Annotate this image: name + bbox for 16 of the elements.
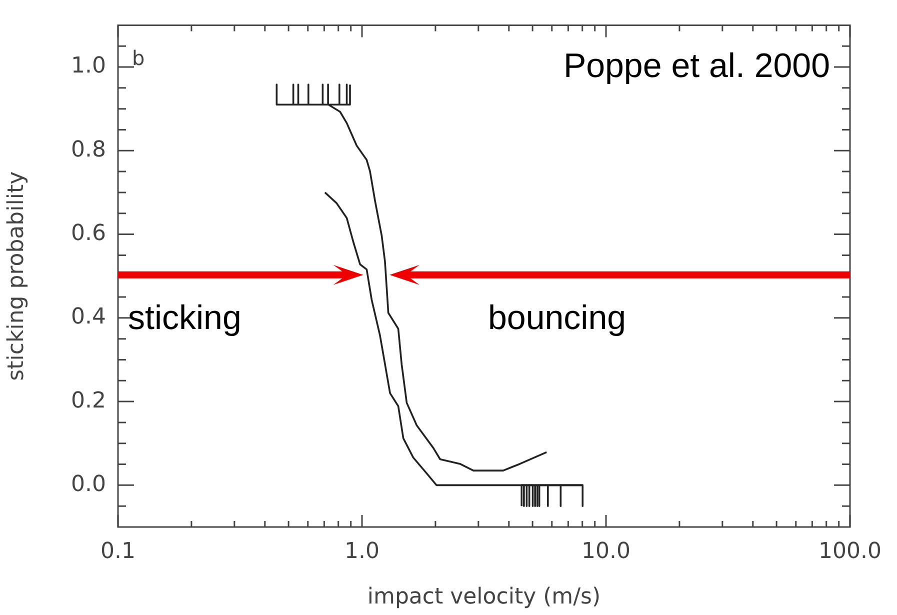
y-tick-label: 0.6 — [71, 221, 106, 246]
x-tick-label: 10.0 — [582, 538, 630, 564]
annotation: sticking — [128, 299, 242, 338]
annotation: bouncing — [488, 299, 626, 338]
y-tick-label: 0.2 — [71, 388, 106, 414]
y-axis-title: sticking probability — [4, 171, 29, 381]
annotation: b — [132, 46, 145, 70]
y-tick-label: 0.0 — [71, 472, 106, 497]
y-tick-label: 0.4 — [71, 304, 106, 330]
y-tick-label: 1.0 — [71, 54, 106, 79]
y-tick-label: 0.8 — [71, 137, 106, 162]
x-tick-label: 100.0 — [818, 538, 882, 564]
annotation: Poppe et al. 2000 — [563, 47, 830, 86]
x-axis-title: impact velocity (m/s) — [367, 584, 601, 610]
x-tick-label: 0.1 — [100, 538, 136, 564]
x-tick-label: 1.0 — [344, 538, 380, 564]
